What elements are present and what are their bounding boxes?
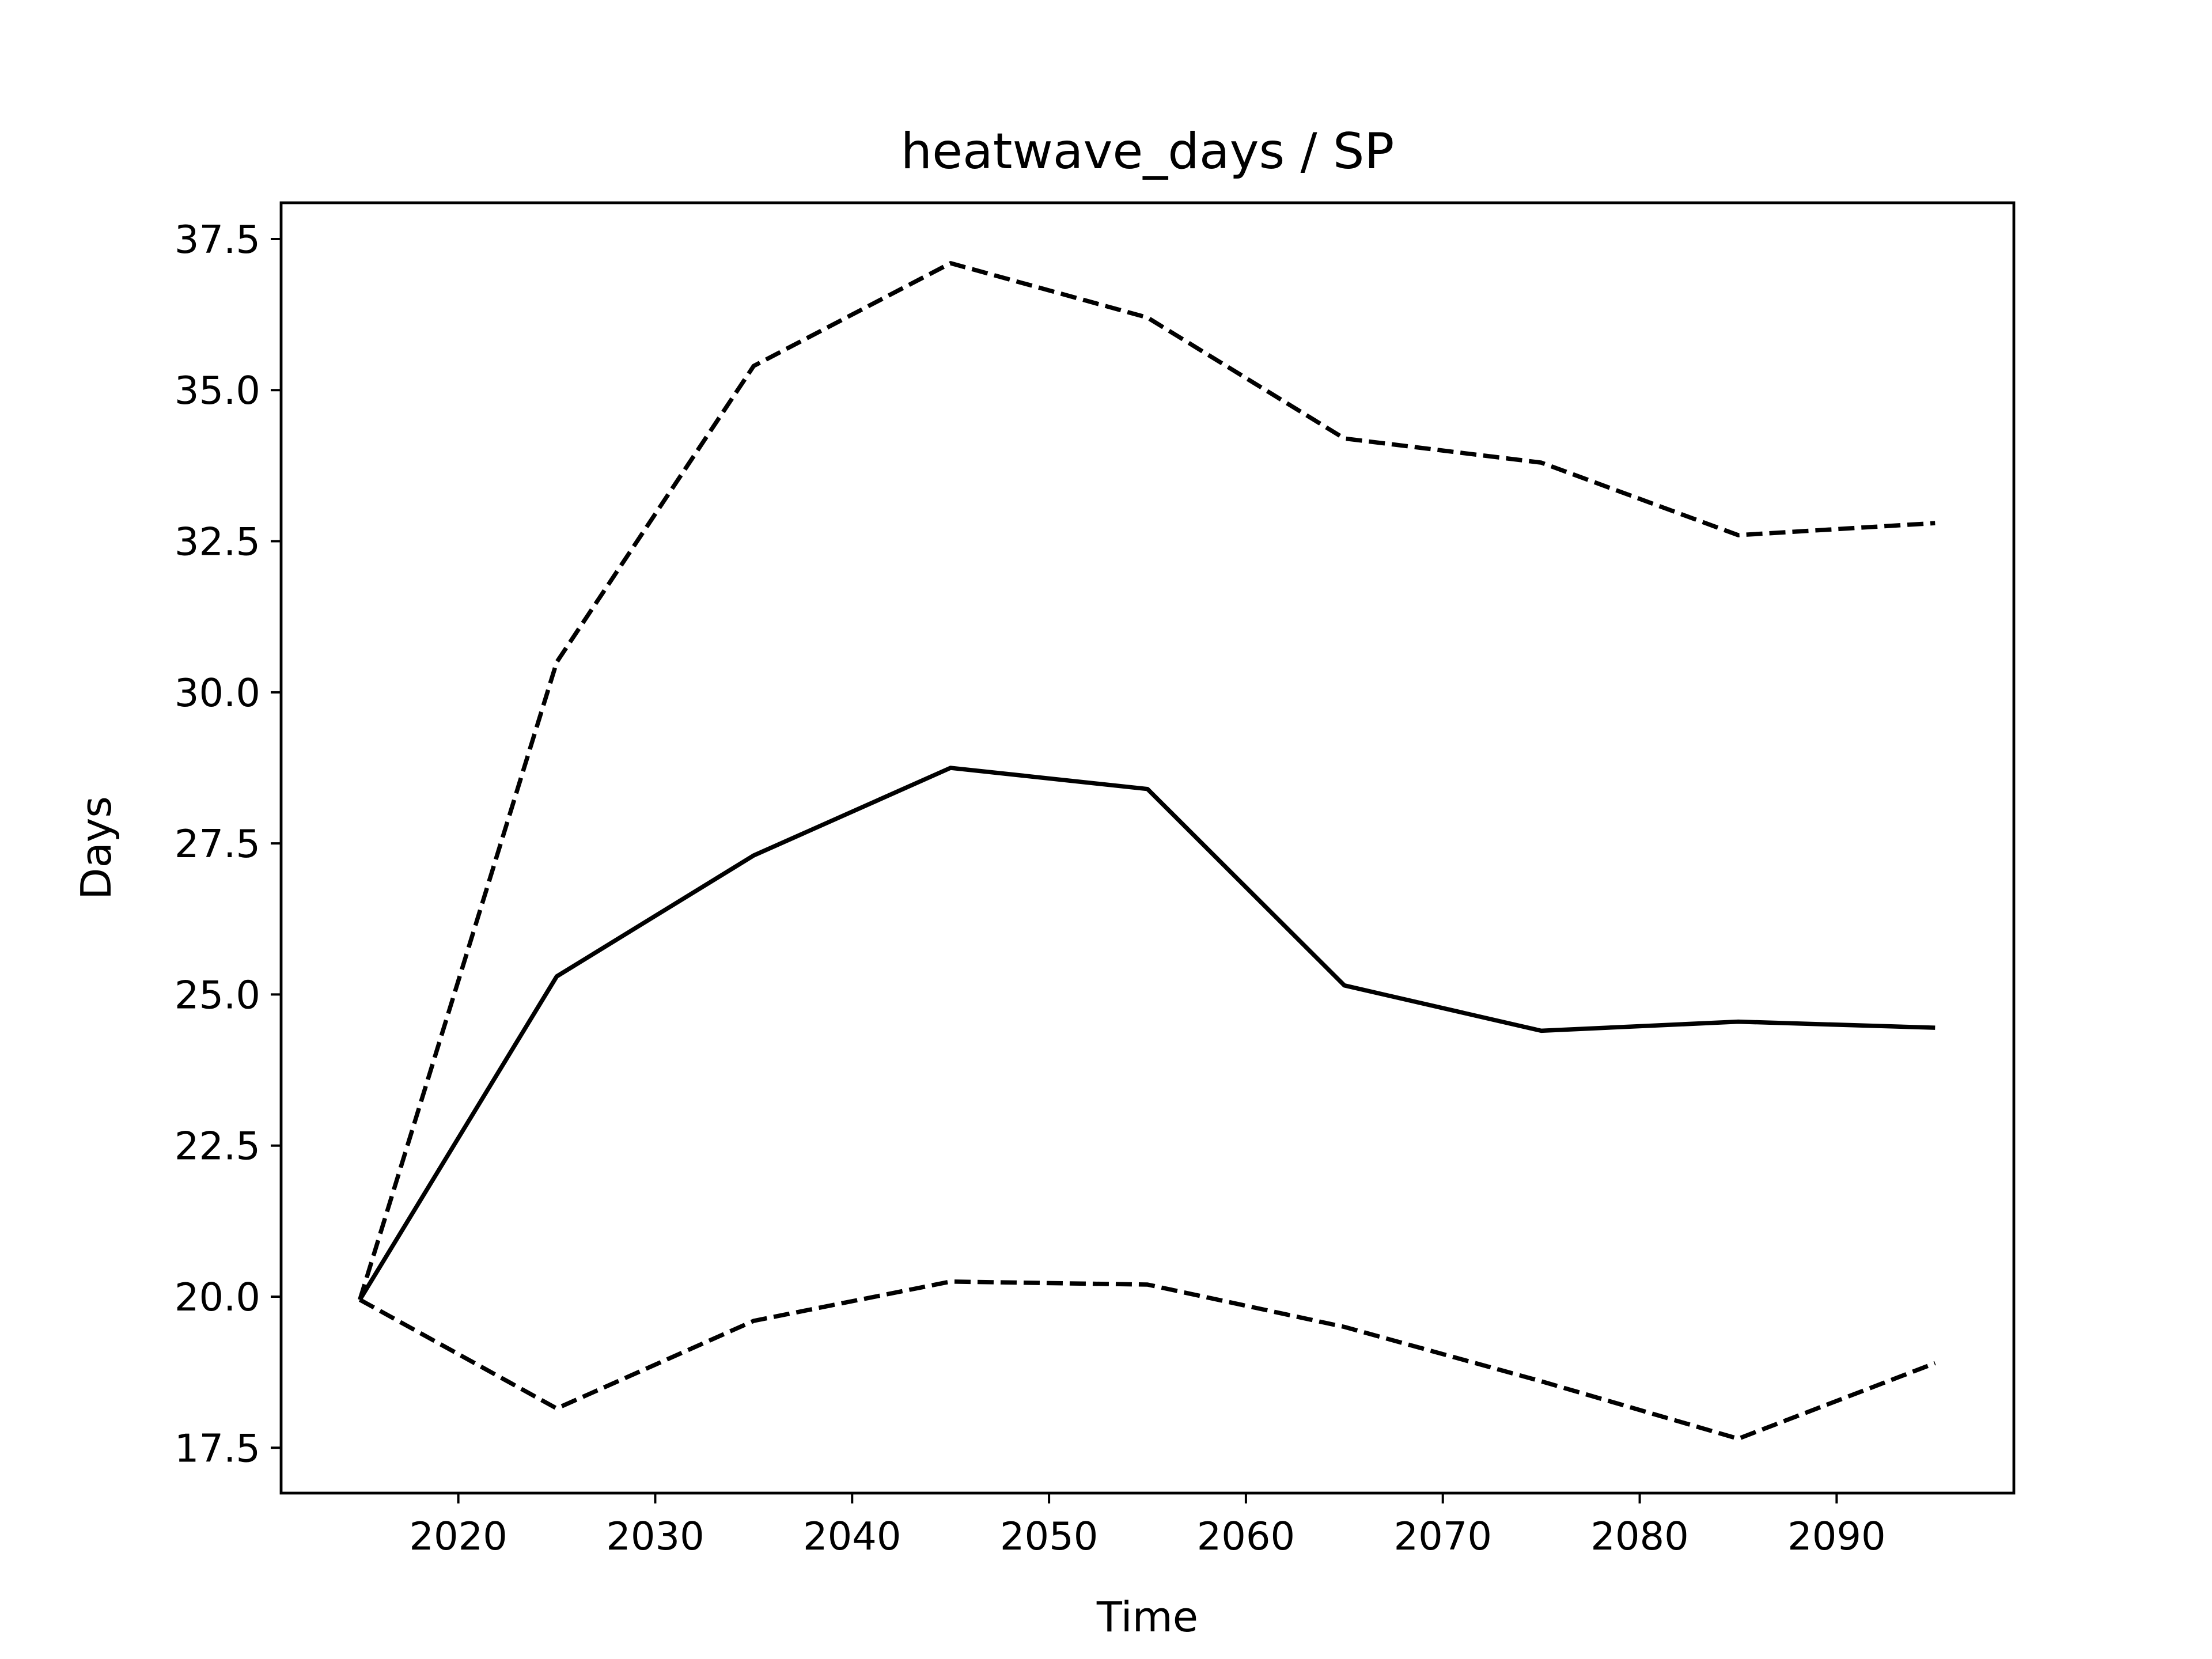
x-tick-label: 2080: [1590, 1514, 1689, 1559]
dashed-series-line-0: [358, 261, 1936, 1301]
x-axis-label: Time: [1096, 1593, 1198, 1641]
y-axis: 17.5 20.0 22.5 25.0 27.5 30.0 32.5 35.0 37.5: [175, 217, 281, 1471]
chart-title: heatwave_days / SP: [901, 123, 1395, 180]
x-tick-label: 2030: [606, 1514, 704, 1559]
y-tick-label: 17.5: [175, 1426, 260, 1471]
x-tick-label: 2040: [803, 1514, 902, 1559]
y-tick-label: 35.0: [175, 368, 260, 413]
y-tick-label: 20.0: [175, 1275, 260, 1320]
y-tick-label: 25.0: [175, 972, 260, 1017]
x-tick-label: 2090: [1787, 1514, 1886, 1559]
y-tick-label: 22.5: [175, 1124, 260, 1169]
y-axis-label: Days: [72, 796, 120, 900]
x-tick-label: 2020: [409, 1514, 507, 1559]
x-tick-label: 2060: [1197, 1514, 1296, 1559]
y-tick-label: 30.0: [175, 671, 260, 715]
x-tick-label: 2050: [1000, 1514, 1099, 1559]
y-tick-label: 37.5: [175, 217, 260, 262]
dashed-series-line-2: [358, 1279, 1936, 1441]
x-tick-label: 2070: [1393, 1514, 1492, 1559]
y-tick-label: 27.5: [175, 821, 260, 866]
y-tick-label: 32.5: [175, 520, 260, 565]
x-axis: 2020 2030 2040 2050 2060 2070 2080 2090: [409, 1493, 1886, 1559]
plot-frame: [279, 201, 2016, 1495]
solid-series-line: [358, 766, 1936, 1301]
series-group: [358, 261, 1936, 1441]
